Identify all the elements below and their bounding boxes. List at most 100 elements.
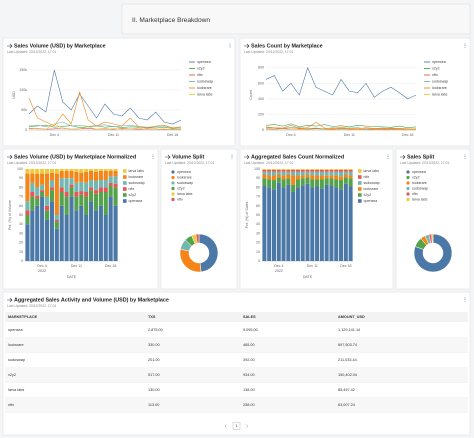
bar-segment <box>64 192 69 197</box>
y-tick-label: 0 <box>262 128 264 132</box>
menu-icon[interactable] <box>152 157 154 159</box>
legend-label: looksrare <box>197 86 212 90</box>
bar-segment <box>98 187 103 192</box>
bar-segment <box>103 169 108 171</box>
menu-icon[interactable] <box>464 45 466 47</box>
bar-segment <box>35 195 40 199</box>
bar-segment <box>54 228 59 261</box>
bar-segment <box>329 169 334 170</box>
bar-segment <box>291 171 296 176</box>
menu-icon[interactable] <box>152 154 154 156</box>
x-tick-label: Dec 11 <box>71 264 82 268</box>
table-cell: 63,007.24 <box>338 403 355 407</box>
bar-segment <box>103 215 108 261</box>
bar-segment <box>300 178 305 186</box>
menu-icon[interactable] <box>229 46 231 48</box>
bar-segment <box>300 185 305 261</box>
bar-segment <box>262 171 267 175</box>
bar-segment <box>281 169 286 170</box>
bar-segment <box>40 173 45 185</box>
bar-segment <box>300 175 305 179</box>
panel-title: Volume Split <box>172 154 204 160</box>
page-number[interactable]: 1 <box>235 424 237 428</box>
bar-segment <box>59 178 64 188</box>
row-stripe <box>5 397 468 413</box>
column-header: AMOUNT_USD <box>338 315 365 319</box>
page-next[interactable] <box>246 424 249 428</box>
legend-label: larva labs <box>129 169 145 173</box>
menu-icon[interactable] <box>464 157 466 159</box>
menu-icon[interactable] <box>464 46 466 48</box>
bar-segment <box>315 186 320 261</box>
bar-segment <box>69 187 74 197</box>
bar-segment <box>348 178 353 187</box>
legend-label: x2y2 <box>129 193 137 197</box>
series-line <box>265 128 417 131</box>
bar-segment <box>295 175 300 180</box>
page-box[interactable] <box>232 422 241 430</box>
bar-segment <box>339 176 344 181</box>
legend-label: opensea <box>364 199 378 203</box>
bar-segment <box>276 182 281 261</box>
bar-segment <box>103 192 108 215</box>
bar-segment <box>49 201 54 261</box>
table-cell: 934.00 <box>243 373 255 377</box>
bar-segment <box>93 193 99 211</box>
bar-segment <box>300 169 305 170</box>
menu-icon[interactable] <box>152 156 154 158</box>
bar-segment <box>339 189 344 261</box>
bar-segment <box>324 184 329 261</box>
menu-icon[interactable] <box>464 156 466 158</box>
menu-icon[interactable] <box>387 156 389 158</box>
bar-segment <box>343 183 348 261</box>
menu-icon[interactable] <box>231 157 233 159</box>
bar-segment <box>276 169 281 172</box>
bar-segment <box>276 169 281 170</box>
table-cell: larva labs <box>8 388 24 392</box>
menu-icon[interactable] <box>464 299 466 301</box>
bar-segment <box>286 171 291 175</box>
table-cell: 2,875.00 <box>148 328 163 332</box>
menu-icon[interactable] <box>464 154 466 156</box>
bar-segment <box>64 169 69 171</box>
y-tick-label: 10 <box>19 250 23 254</box>
menu-icon[interactable] <box>229 45 231 47</box>
menu-icon[interactable] <box>387 157 389 159</box>
bar-segment <box>74 182 79 192</box>
bar-segment <box>103 180 108 188</box>
bar-segment <box>262 178 267 186</box>
bar-segment <box>271 171 276 176</box>
column-header: TXS <box>148 315 156 319</box>
bar-segment <box>324 175 329 179</box>
arrow-icon <box>400 154 406 160</box>
panel-title: Sales Count by Marketplace <box>251 43 323 49</box>
legend-label: looksrare <box>412 181 427 185</box>
menu-icon[interactable] <box>229 43 231 45</box>
y-tick-label: 0 <box>258 259 260 263</box>
bar-segment <box>267 169 272 170</box>
menu-icon[interactable] <box>464 300 466 302</box>
legend-label: opensea <box>412 170 426 174</box>
arrow-icon <box>165 154 171 160</box>
legend-label: looksrare <box>177 175 192 179</box>
menu-icon[interactable] <box>231 156 233 158</box>
menu-icon[interactable] <box>231 154 233 156</box>
bar-segment <box>348 186 353 261</box>
bar-segment <box>319 179 324 189</box>
legend-label: nftx <box>412 192 418 196</box>
legend-label: looksrare <box>129 175 144 179</box>
x-tick-label: Dec 18 <box>340 264 351 268</box>
page-prev[interactable] <box>224 424 227 428</box>
menu-icon[interactable] <box>464 297 466 299</box>
donut-slice <box>195 233 200 244</box>
bar-segment <box>113 187 118 206</box>
arrow-icon <box>7 297 13 303</box>
bar-segment <box>64 170 69 179</box>
menu-icon[interactable] <box>464 43 466 45</box>
menu-icon[interactable] <box>387 154 389 156</box>
panel-subtitle: Last Updated: 20/12/2022, 17:01 <box>7 50 57 54</box>
bar-segment <box>291 184 296 192</box>
bar-segment <box>339 169 344 172</box>
bar-segment <box>319 188 324 261</box>
bar-segment <box>54 219 59 222</box>
